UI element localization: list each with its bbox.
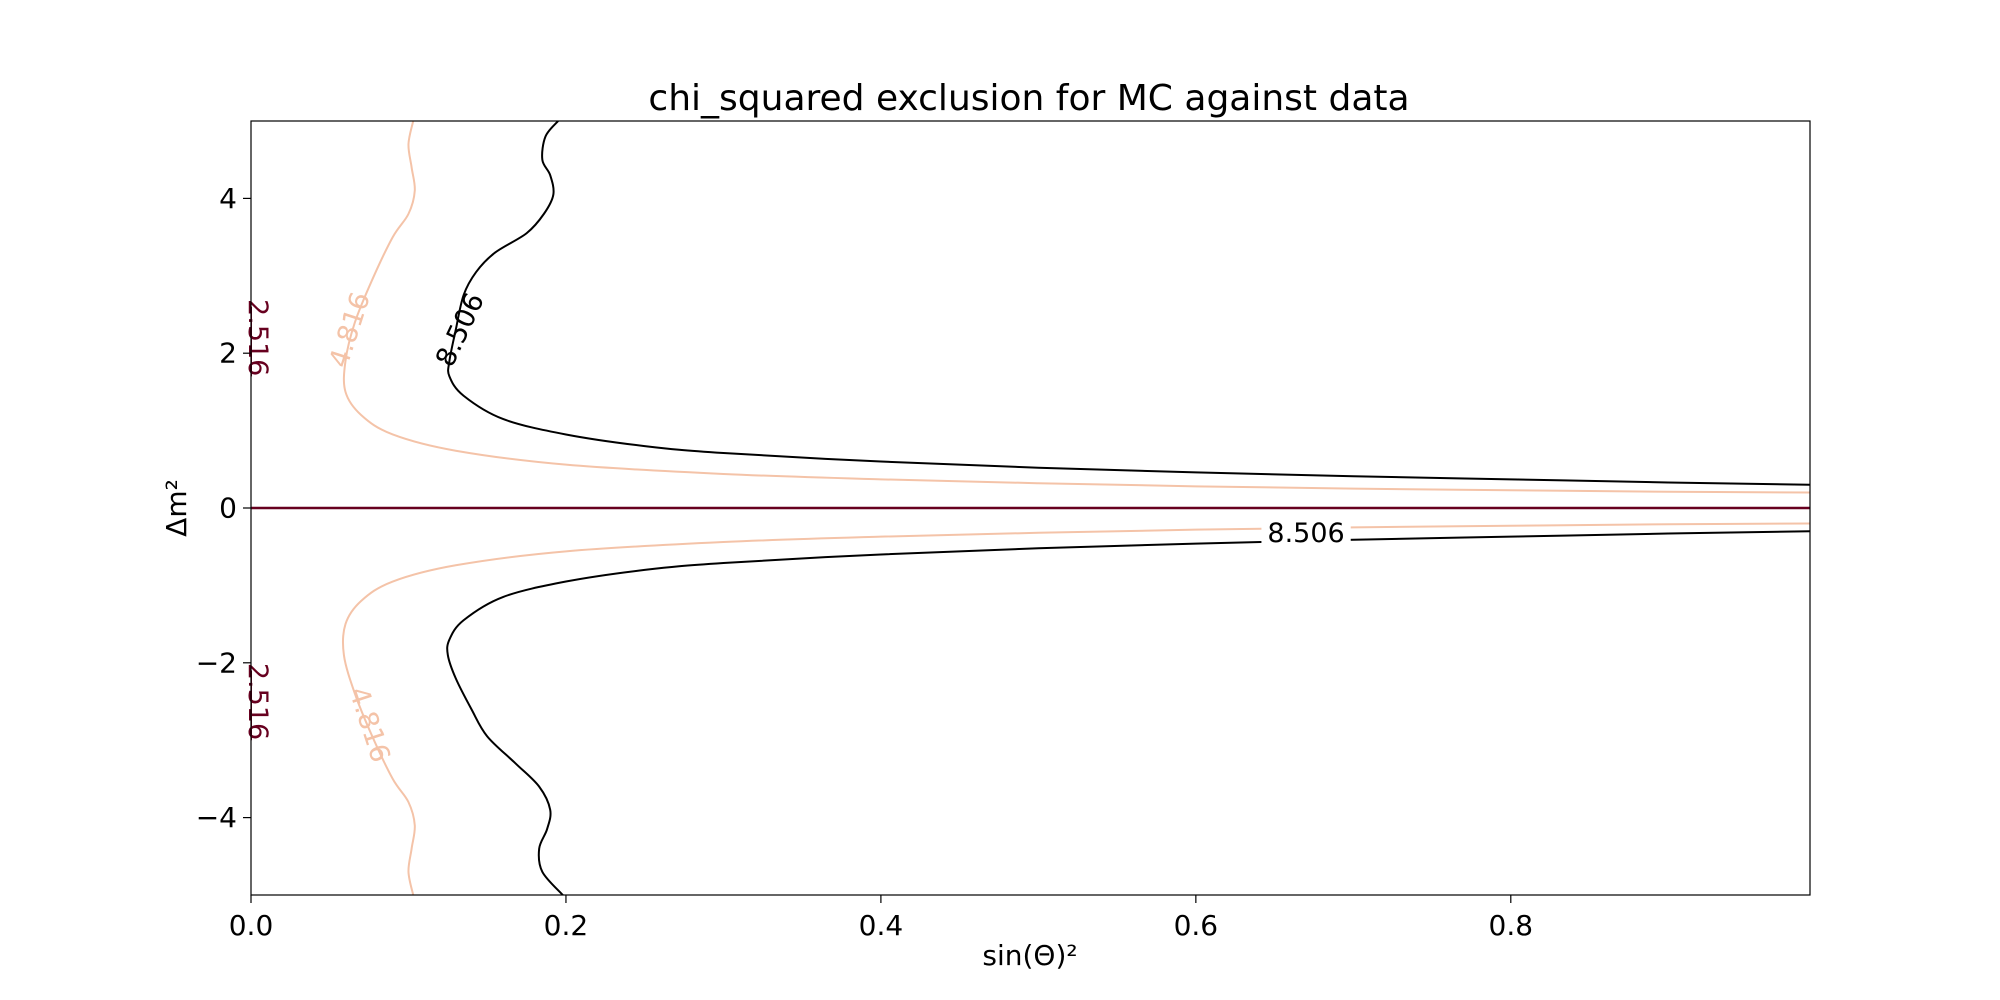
x-tick-label: 0.8 [1489, 909, 1534, 942]
contour-label-4-816-0: 4.816 [324, 288, 377, 371]
x-tick-label: 0.0 [229, 909, 274, 942]
y-tick-label: 0 [219, 492, 237, 525]
contour-label-4-816-1: 4.816 [342, 683, 395, 766]
x-tick-label: 0.4 [859, 909, 904, 942]
contour-line-4-816-1 [341, 522, 1810, 895]
contour-label-2-516-1: 2.516 [242, 663, 273, 740]
x-tick-label: 0.6 [1174, 909, 1219, 942]
contour-labels: 2.516 2.516 4.816 4.816 8.506 8.506 [242, 288, 1351, 766]
y-axis-ticks: −4 −2 0 2 4 [196, 182, 251, 834]
contour-label-8-506-0: 8.506 [430, 288, 491, 371]
y-tick-label: −2 [196, 646, 237, 679]
contour-label-2-516-0: 2.516 [242, 299, 273, 376]
y-tick-label: −4 [196, 801, 237, 834]
contour-label-background [1261, 518, 1351, 550]
x-axis-ticks: 0.0 0.2 0.4 0.6 0.8 [229, 895, 1533, 942]
contour-line-8-506-1 [446, 530, 1810, 895]
y-tick-label: 2 [219, 337, 237, 370]
chart-title: chi_squared exclusion for MC against dat… [648, 78, 1409, 119]
contour-line-8-506-0 [447, 121, 1810, 486]
contour-label-8-506-1: 8.506 [1267, 518, 1344, 549]
x-axis-label: sin(Θ)² [982, 939, 1077, 972]
y-tick-label: 4 [219, 182, 237, 215]
x-tick-label: 0.2 [544, 909, 589, 942]
y-axis-label: Δm² [160, 479, 193, 537]
contour-line-4-816-0 [342, 121, 1810, 494]
contour-lines [251, 121, 1810, 895]
